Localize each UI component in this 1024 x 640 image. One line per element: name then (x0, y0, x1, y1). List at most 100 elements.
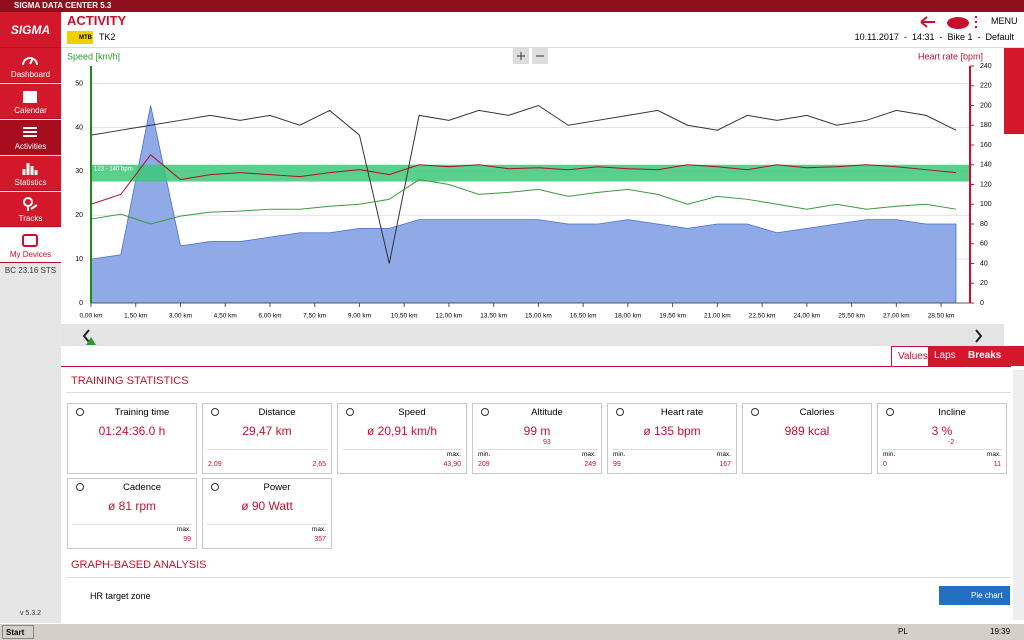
chart: Speed [km/h] Heart rate [bpm] 0 10 20 30 40 5… (61, 48, 1024, 346)
scroll-arrows (82, 329, 983, 343)
card-icon (346, 408, 354, 416)
nav-label: Dashboard (10, 70, 51, 79)
nav-devices[interactable]: My Devices (0, 228, 61, 263)
x-tick-label: 25,50 km (838, 313, 865, 320)
x-tick-label: 24,00 km (793, 313, 820, 320)
plot-area: 0 10 20 30 40 50 0 20 40 60 80 100 120 140 160 180 200 22… (75, 63, 992, 320)
card-value: 01:24:36.0 h (98, 424, 166, 438)
y2-tick-label: 220 (980, 83, 992, 90)
start-button[interactable]: Start (2, 625, 34, 639)
nav-activities[interactable]: Activities (0, 120, 61, 155)
taskbar: Start PL 19:39 (0, 623, 1024, 640)
line (90, 179, 957, 225)
card-title: Calories (799, 407, 835, 418)
max-value: 357 (314, 536, 326, 543)
card-divider (342, 449, 462, 450)
nav-statistics[interactable]: Statistics (0, 156, 61, 191)
logo-box: SIGMA (0, 12, 61, 48)
max-label: max. (581, 451, 596, 458)
stat-card: Power ø 90 Watt max. 357 (202, 478, 332, 549)
card-sub: -2 (948, 439, 955, 446)
max-value: 249 (584, 461, 596, 468)
card-divider (207, 524, 327, 525)
tab-breaks[interactable]: Breaks (962, 346, 1008, 366)
window-title: SIGMA DATA CENTER 5.3 (0, 0, 1024, 12)
tab-line (61, 366, 1011, 367)
line (90, 104, 957, 264)
card-value: ø 81 rpm (107, 499, 156, 513)
card-title: Cadence (122, 482, 162, 493)
stat-card: Altitude 99 m 93 min. 209 max. 249 (472, 403, 602, 474)
stat-card: Incline 3 % -2 min. 0 max. 11 (877, 403, 1007, 474)
divider (66, 577, 1011, 578)
card-sub: 93 (543, 439, 551, 446)
nav-label: Calendar (14, 106, 47, 115)
line (90, 154, 957, 205)
max-value: 43,90 (443, 461, 461, 468)
x-tick-label: 22,50 km (749, 313, 776, 320)
card-icon (211, 408, 219, 416)
y-tick-label: 20 (75, 212, 83, 219)
x-tick-label: 7,50 km (303, 313, 326, 320)
area (90, 105, 957, 304)
x-tick-label: 0,00 km (79, 313, 102, 320)
nav-tracks[interactable]: Tracks (0, 192, 61, 227)
nav-label: Statistics (14, 178, 47, 187)
card-value: 989 kcal (784, 424, 830, 438)
x-tick-label: 15,00 km (525, 313, 552, 320)
tab-laps[interactable]: Laps (928, 346, 962, 366)
y2-tick-label: 20 (980, 280, 988, 287)
nav-dashboard[interactable]: Dashboard (0, 48, 61, 83)
menu-button[interactable]: MENU (991, 16, 1018, 26)
card-value: ø 20,91 km/h (366, 424, 438, 438)
v-scrollbar[interactable] (1013, 370, 1024, 620)
stat-card: Calories 989 kcal (742, 403, 872, 474)
min-value: 2,09 (208, 461, 222, 468)
card-value: ø 90 Watt (241, 499, 293, 513)
x-tick-label: 12,00 km (436, 313, 463, 320)
scrollbar[interactable] (61, 324, 1004, 346)
x-tick-label: 10,50 km (391, 313, 418, 320)
max-value: 167 (719, 461, 731, 468)
card-divider (612, 449, 732, 450)
y-axis-label: Speed [km/h] (67, 51, 120, 61)
max-value: 2,65 (312, 461, 326, 468)
card-divider (207, 449, 327, 450)
x-tick-label: 27,00 km (883, 313, 910, 320)
x-tick-label: 13,50 km (480, 313, 507, 320)
stat-card: Cadence ø 81 rpm max. 99 (67, 478, 197, 549)
y2-tick-label: 140 (980, 162, 992, 169)
card-title: Incline (938, 407, 966, 418)
card-icon (616, 408, 624, 416)
scroll-handle[interactable] (86, 337, 96, 345)
y2-tick-label: 160 (980, 142, 992, 149)
card-title: Heart rate (660, 407, 704, 418)
card-divider (477, 449, 597, 450)
chart-toolbar[interactable] (1004, 48, 1024, 134)
tab-menu[interactable] (1004, 346, 1024, 366)
x-tick-label: 6,00 km (258, 313, 281, 320)
nav-calendar[interactable]: Calendar (0, 84, 61, 119)
y2-tick-label: 60 (980, 241, 988, 248)
y-tick-label: 30 (75, 168, 83, 175)
x-tick-label: 4,50 km (214, 313, 237, 320)
y2-tick-label: 40 (980, 260, 988, 267)
x-tick-label: 21,00 km (704, 313, 731, 320)
min-label: min. (478, 451, 491, 458)
sport-badge: MTB (67, 31, 93, 44)
device-name: BC 23.16 STS (4, 266, 57, 275)
pie-chart-button[interactable]: Pie chart (939, 586, 1010, 605)
stat-card: Speed ø 20,91 km/h max. 43,90 (337, 403, 467, 474)
min-label: min. (883, 451, 896, 458)
sidebar: SIGMA Dashboard Calendar Activities Stat… (0, 12, 61, 623)
y-tick-label: 10 (75, 256, 83, 263)
language: PL (898, 627, 908, 636)
y-tick-label: 50 (75, 80, 83, 87)
hr-zone-label: HR target zone (90, 591, 151, 601)
nav-label: My Devices (9, 250, 52, 259)
plus-icon (517, 52, 525, 60)
x-tick-label: 16,50 km (570, 313, 597, 320)
x-tick-label: 9,00 km (348, 313, 371, 320)
y2-axis-label: Heart rate [bpm] (918, 51, 983, 61)
